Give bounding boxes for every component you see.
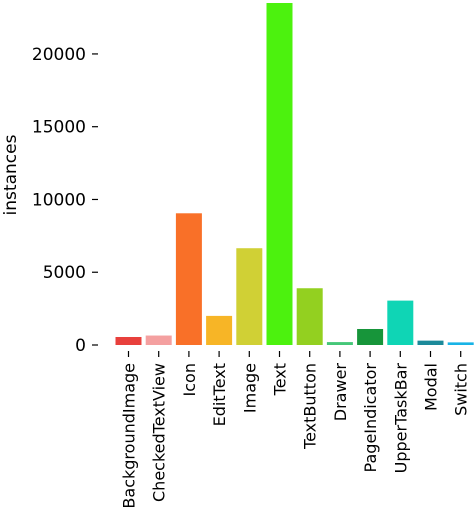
bar-backgroundimage: [115, 336, 142, 345]
y-tick-label: 5000: [43, 263, 86, 283]
x-tick-label: Text: [271, 363, 290, 396]
bars: [115, 3, 474, 345]
bar-text: [266, 3, 293, 345]
x-tick-label: CheckedTextView: [150, 363, 169, 502]
x-tick-label: Modal: [422, 363, 441, 411]
y-axis-label: instances: [1, 134, 21, 215]
y-tick-label: 20000: [32, 45, 86, 65]
y-tick-label: 10000: [32, 190, 86, 210]
x-tick-label: EditText: [210, 363, 229, 426]
bar-switch: [447, 342, 474, 345]
y-axis: 0 5000 10000 15000 20000: [32, 45, 98, 356]
bar-uppertaskbar: [387, 300, 414, 345]
bar-modal: [417, 340, 444, 345]
x-tick-label: PageIndicator: [361, 363, 380, 473]
x-tick-label: Drawer: [331, 363, 350, 422]
bar-icon: [175, 213, 202, 345]
bar-edittext: [206, 315, 233, 345]
x-tick-label: TextButton: [301, 363, 320, 450]
y-tick-label: 15000: [32, 118, 86, 138]
bar-textbutton: [296, 288, 323, 345]
bar-drawer: [326, 342, 353, 345]
x-tick-label: UpperTaskBar: [391, 363, 410, 474]
x-tick-label: Icon: [180, 363, 199, 396]
y-tick-label: 0: [75, 336, 86, 356]
x-tick-label: Image: [240, 363, 259, 413]
x-axis: BackgroundImage CheckedTextView Icon EditTe…: [120, 351, 471, 509]
bar-checkedtextview: [145, 335, 172, 345]
x-tick-label: Switch: [452, 363, 471, 416]
bar-image: [236, 248, 263, 345]
bar-pageindicator: [357, 328, 384, 345]
x-tick-label: BackgroundImage: [120, 363, 139, 509]
